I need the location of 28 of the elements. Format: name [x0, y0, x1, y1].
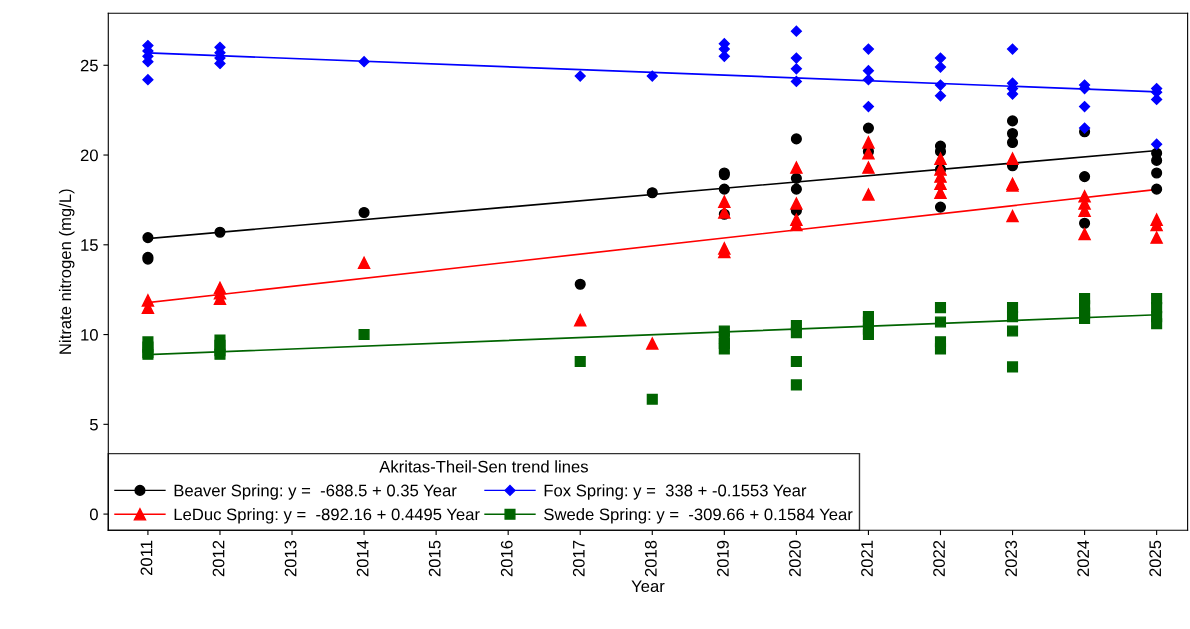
x-tick-label: 2022 — [933, 540, 945, 577]
x-axis-title: Year — [631, 580, 665, 593]
x-tick-label: 2018 — [644, 540, 657, 577]
legend-label: Beaver Spring: y = -688.5 + 0.35 Year — [174, 484, 457, 500]
y-axis-title: Nitrate nitrogen (mg/L) — [58, 189, 75, 354]
x-tick-label: 2017 — [572, 540, 585, 577]
x-tick-label: 2015 — [428, 540, 441, 577]
y-tick-label: 15 — [81, 239, 98, 251]
x-tick-label: 2012 — [212, 540, 225, 577]
legend-label: Swede Spring: y = -309.66 + 0.1584 Year — [544, 508, 853, 524]
x-tick-label: 2019 — [717, 540, 729, 577]
x-tick-label: 2011 — [140, 540, 153, 575]
y-tick-label: 10 — [81, 328, 98, 341]
y-tick-label: 25 — [80, 59, 98, 72]
x-tick-label: 2020 — [789, 540, 801, 577]
x-tick-label: 2013 — [284, 540, 297, 577]
x-tick-label: 2014 — [356, 540, 369, 577]
x-tick-label: 2024 — [1077, 540, 1090, 577]
y-tick-label: 0 — [89, 508, 98, 521]
legend-label: LeDuc Spring: y = -892.16 + 0.4495 Year — [174, 508, 480, 524]
x-tick-label: 2021 — [861, 540, 873, 577]
legend-label: Fox Spring: y = 338 + -0.1553 Year — [544, 484, 807, 500]
x-tick-label: 2025 — [1149, 540, 1162, 577]
x-tick-label: 2023 — [1005, 540, 1018, 577]
y-tick-label: 5 — [89, 418, 98, 431]
legend-title: Akritas-Theil-Sen trend lines — [379, 460, 588, 473]
x-tick-label: 2016 — [500, 540, 513, 577]
y-tick-label: 20 — [80, 149, 98, 162]
